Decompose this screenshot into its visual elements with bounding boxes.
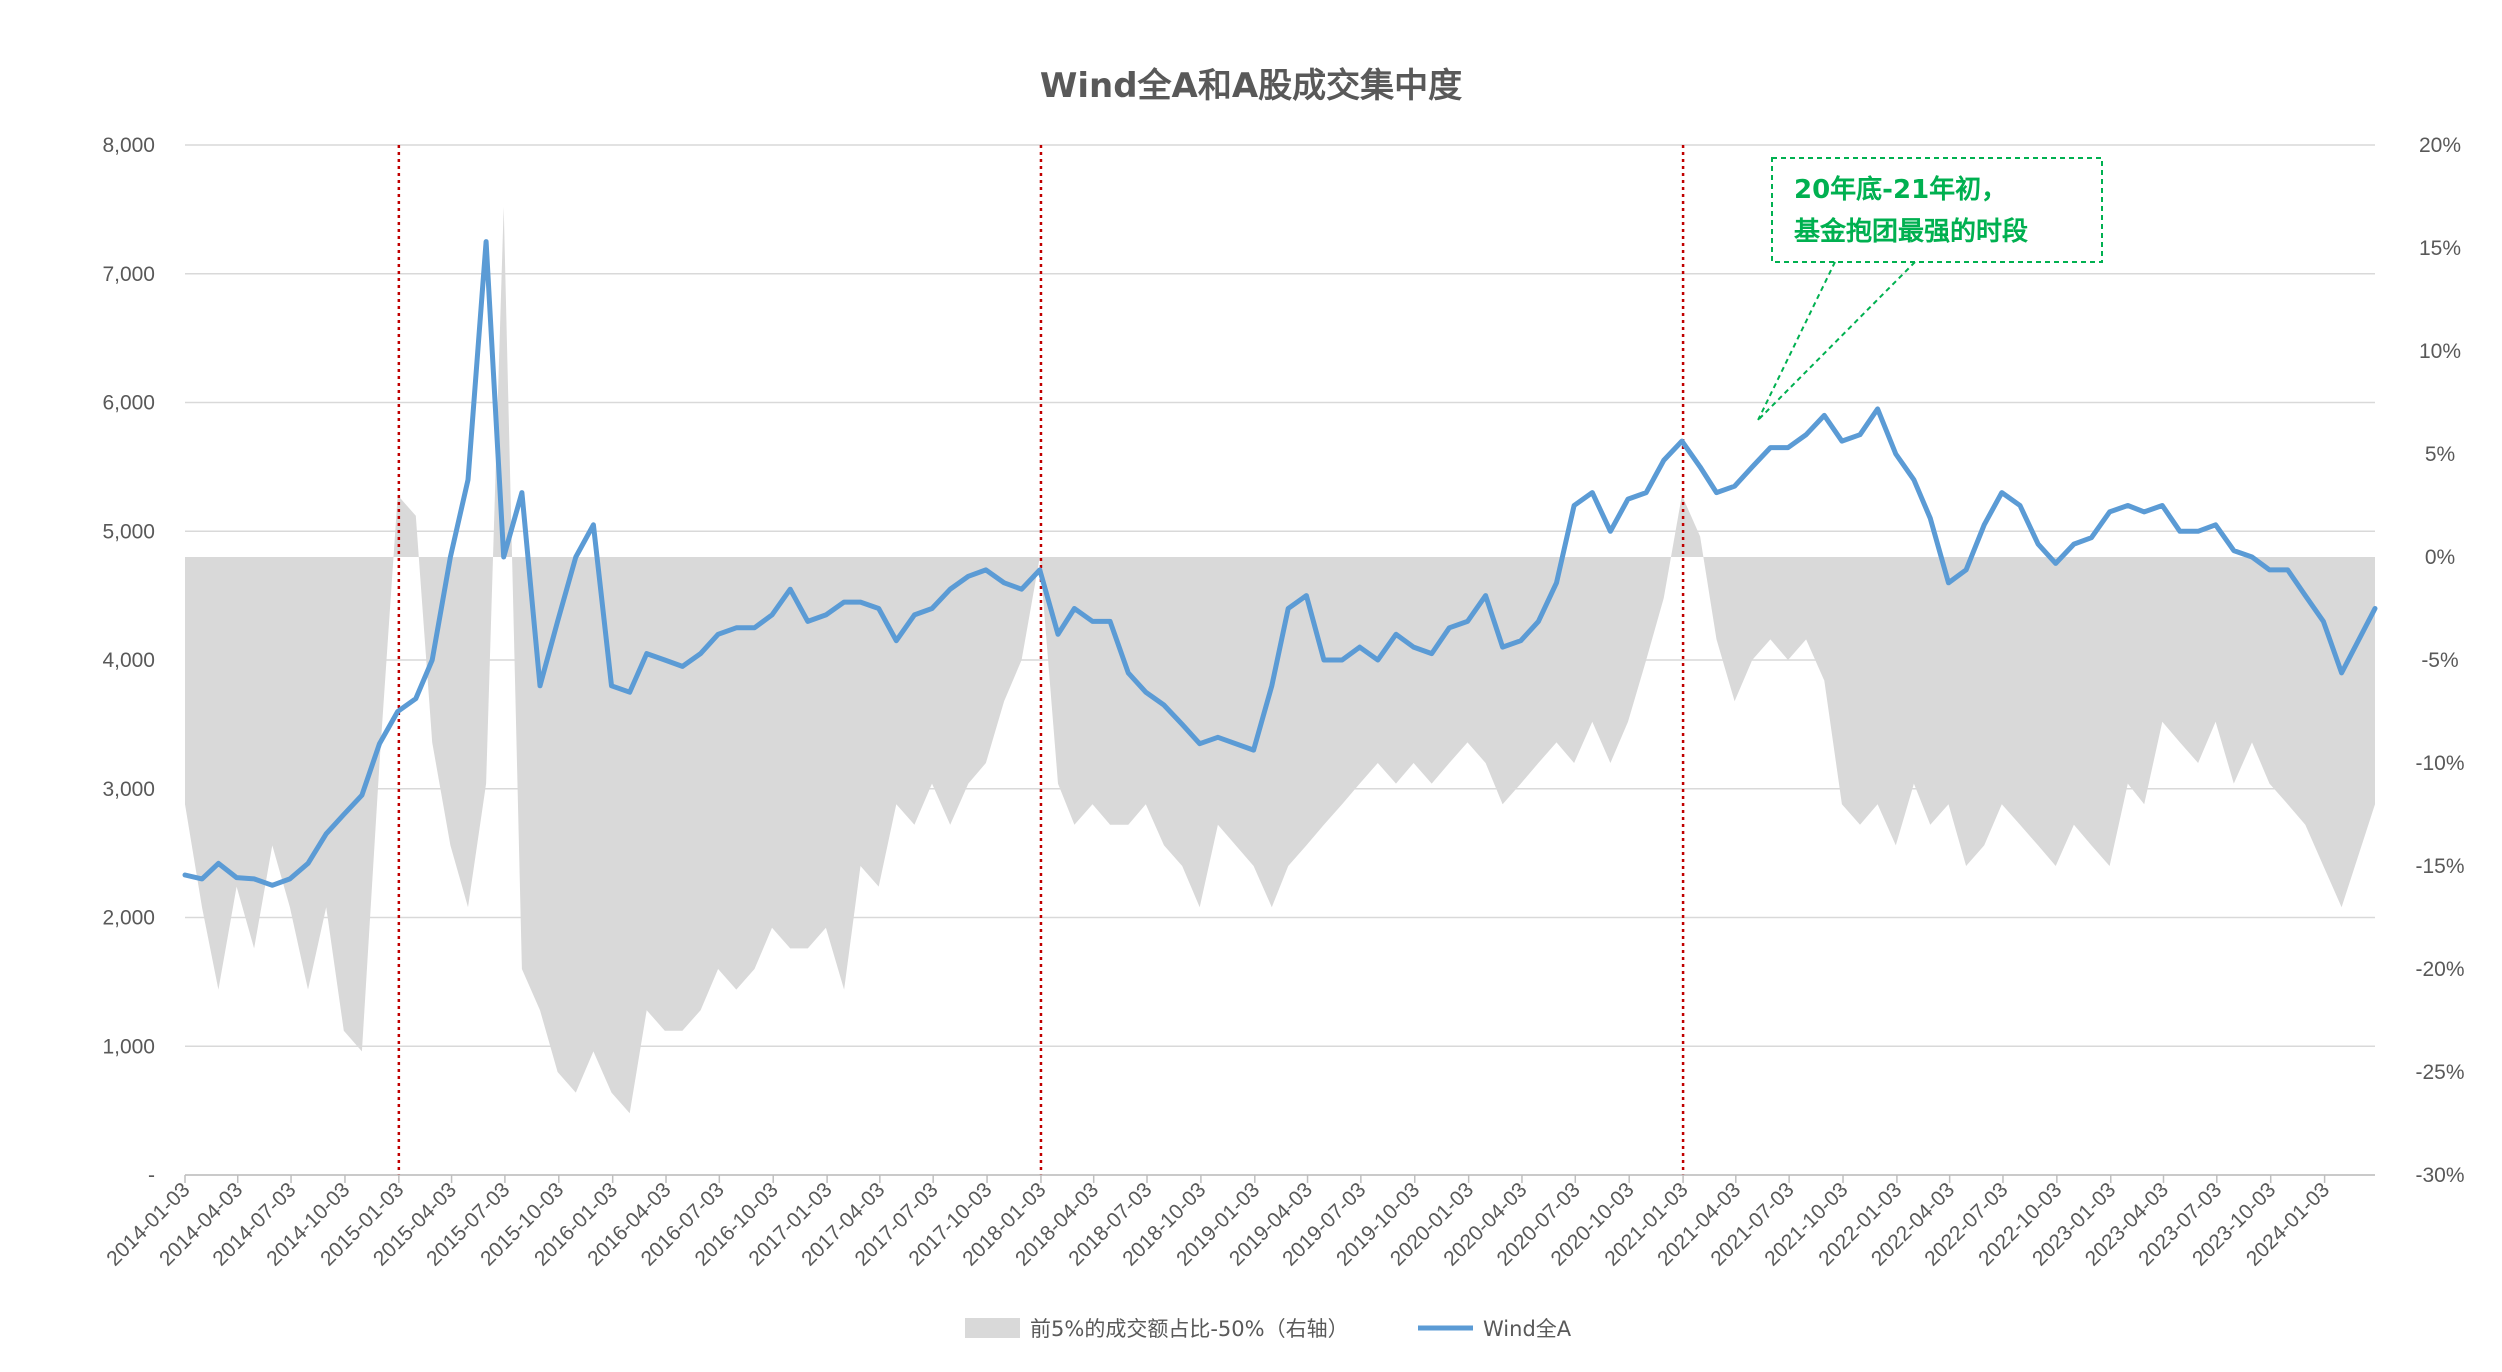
right-tick-label: 10% <box>2419 340 2461 363</box>
left-tick-label: 5,000 <box>102 520 155 543</box>
area-series <box>185 206 2375 1114</box>
right-tick-label: -5% <box>2421 649 2458 672</box>
left-y-axis: - 1,000 2,000 3,000 4,000 5,000 6,000 7,000 8,00… <box>102 134 155 1187</box>
legend-label-area: 前5%的成交额占比-50%（右轴） <box>1030 1317 1349 1341</box>
left-tick-label: 1,000 <box>102 1035 155 1058</box>
right-y-axis: -30% -25% -20% -15% -10% -5% 0% 5% 10% 15% 20% <box>2415 134 2464 1187</box>
chart-title: Wind全A和A股成交集中度 <box>1040 66 1462 106</box>
right-tick-label: 20% <box>2419 134 2461 157</box>
left-tick-label: 8,000 <box>102 134 155 157</box>
left-tick-label: - <box>148 1164 155 1187</box>
left-tick-label: 2,000 <box>102 907 155 930</box>
line-series-path <box>182 239 2378 888</box>
annotation-callout: 20年底-21年初， 基金抱团最强的时段 <box>1757 157 2103 421</box>
callout-pointer <box>1757 261 1916 421</box>
right-tick-label: -20% <box>2415 958 2464 981</box>
right-tick-label: -25% <box>2415 1061 2464 1084</box>
callout-text-line: 20年底-21年初， <box>1794 174 2007 205</box>
line-series <box>182 239 2378 888</box>
callout-text-line: 基金抱团最强的时段 <box>1794 216 2028 247</box>
right-tick-label: 5% <box>2425 443 2455 466</box>
left-tick-label: 4,000 <box>102 649 155 672</box>
right-tick-label: -10% <box>2415 752 2464 775</box>
right-tick-label: 0% <box>2425 546 2455 569</box>
right-tick-label: -15% <box>2415 855 2464 878</box>
left-tick-label: 6,000 <box>102 392 155 415</box>
callout-pointer <box>1757 261 1836 421</box>
legend: 前5%的成交额占比-50%（右轴） Wind全A <box>965 1317 1572 1341</box>
legend-label-line: Wind全A <box>1483 1317 1572 1341</box>
right-tick-label: -30% <box>2415 1164 2464 1187</box>
legend-swatch-area <box>965 1318 1020 1338</box>
callout-box <box>1771 157 2103 263</box>
left-tick-label: 7,000 <box>102 263 155 286</box>
left-tick-label: 3,000 <box>102 778 155 801</box>
right-tick-label: 15% <box>2419 237 2461 260</box>
area-series-fill <box>185 206 2375 1114</box>
x-axis: 2014-01-032014-04-032014-07-032014-10-03… <box>102 1174 2375 1270</box>
